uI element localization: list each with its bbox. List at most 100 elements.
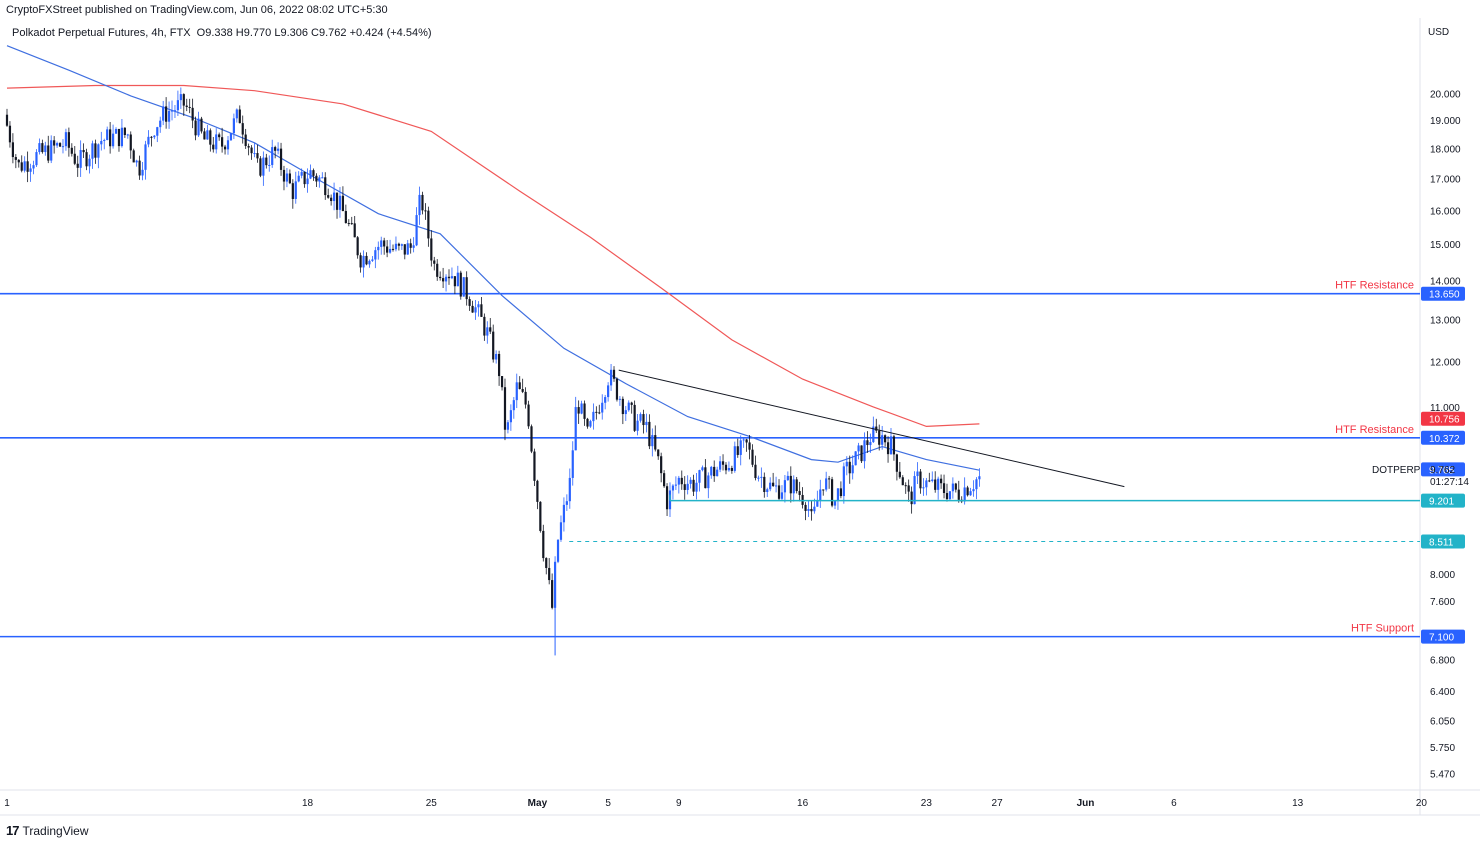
candle-body — [506, 422, 510, 430]
candle-body — [480, 304, 483, 317]
price-axis[interactable]: 20.000 19.000 18.000 17.000 16.000 15.000 14.0… — [1430, 89, 1461, 780]
candle-body — [232, 118, 235, 134]
candle-body — [465, 277, 468, 300]
candle-body — [159, 120, 162, 128]
price-tick-label: 7.600 — [1430, 597, 1455, 608]
candle-body — [318, 177, 321, 182]
candle-body — [114, 129, 118, 134]
candle-body — [854, 451, 857, 466]
candle-body — [671, 485, 675, 491]
candle-body — [8, 125, 12, 143]
candle-body — [766, 489, 769, 492]
candle-body — [406, 243, 409, 255]
candle-body — [356, 237, 359, 256]
candle-body — [138, 160, 141, 176]
candle-body — [748, 442, 751, 450]
symbol-legend[interactable]: Polkadot Perpetual Futures, 4h, FTX O9.3… — [12, 27, 432, 39]
candle-body — [403, 244, 406, 255]
candle-body — [268, 164, 271, 166]
price-tick-label: 16.000 — [1430, 206, 1461, 217]
candle-body — [816, 500, 819, 507]
candle-body — [919, 471, 922, 489]
candle-body — [338, 195, 342, 210]
candle-body — [97, 144, 100, 158]
candle-body — [710, 466, 713, 476]
candle-body — [94, 143, 97, 158]
price-tick-label: 20.000 — [1430, 89, 1461, 100]
time-tick-label: May — [528, 798, 548, 809]
price-tick-label: 17.000 — [1430, 175, 1461, 186]
candle-body — [344, 211, 347, 224]
price-tick-label: 15.000 — [1430, 240, 1461, 251]
symbol-name[interactable]: Polkadot Perpetual Futures, 4h, FTX — [12, 27, 191, 39]
candle-body — [79, 150, 82, 168]
candle-body — [153, 135, 156, 138]
candle-body — [474, 307, 477, 313]
candle-body — [76, 163, 79, 168]
candle-body — [73, 153, 76, 164]
candle-body — [421, 194, 424, 211]
drawings — [569, 369, 1420, 543]
price-tick-label: 5.750 — [1430, 743, 1455, 754]
candle-body — [424, 210, 427, 212]
candle-body — [939, 478, 943, 484]
candle-body — [551, 580, 554, 608]
candle-body — [70, 147, 73, 154]
candle-body — [878, 430, 881, 445]
candle-body — [182, 94, 185, 106]
candle-body — [518, 382, 521, 390]
candle-body — [881, 435, 884, 445]
candle-body — [931, 479, 934, 481]
price-tag — [1421, 534, 1465, 549]
candle-body — [209, 130, 212, 145]
candle-body — [772, 482, 775, 487]
candle-body — [303, 172, 306, 185]
candle-body — [321, 177, 324, 179]
candle-body — [777, 485, 781, 499]
candle-body — [380, 240, 383, 247]
candle-body — [583, 403, 586, 419]
time-axis[interactable]: 11825May59162327Jun6132027 — [4, 798, 1480, 809]
candle-body — [521, 389, 524, 392]
candle-body — [50, 140, 53, 161]
candle-body — [910, 491, 913, 505]
candle-body — [657, 449, 660, 457]
time-tick-label: 25 — [426, 798, 438, 809]
candle-body — [577, 407, 580, 414]
candle-body — [200, 118, 203, 132]
candle-body — [713, 466, 716, 477]
candle-body — [194, 120, 197, 136]
candle-body — [412, 245, 415, 248]
candle-body — [29, 168, 32, 172]
candle-body — [256, 153, 259, 159]
candle-body — [253, 153, 256, 155]
candle-body — [26, 161, 29, 172]
candle-body — [359, 255, 362, 268]
candle-body — [695, 482, 698, 492]
candle-body — [928, 480, 931, 482]
candle-body — [875, 426, 878, 431]
candle-body — [704, 467, 707, 489]
candle-body — [645, 421, 648, 426]
candle-body — [500, 376, 504, 388]
candle-body — [654, 435, 657, 450]
candle-body — [300, 172, 303, 176]
candle-body — [922, 487, 925, 489]
candle-body — [156, 127, 159, 136]
candle-body — [978, 476, 981, 480]
candle-body — [884, 435, 887, 443]
candle-body — [315, 175, 318, 182]
candle-body — [683, 484, 686, 490]
candle-body — [721, 461, 725, 465]
candle-body — [250, 147, 253, 154]
price-tag — [1421, 493, 1465, 508]
candles — [5, 87, 981, 656]
price-tick-label: 12.000 — [1430, 357, 1461, 368]
candle-body — [503, 387, 507, 430]
candle-body — [642, 414, 645, 426]
candle-body — [53, 140, 56, 146]
candle-body — [633, 404, 636, 431]
candle-body — [769, 482, 772, 490]
price-tick-label: 5.470 — [1430, 769, 1455, 780]
